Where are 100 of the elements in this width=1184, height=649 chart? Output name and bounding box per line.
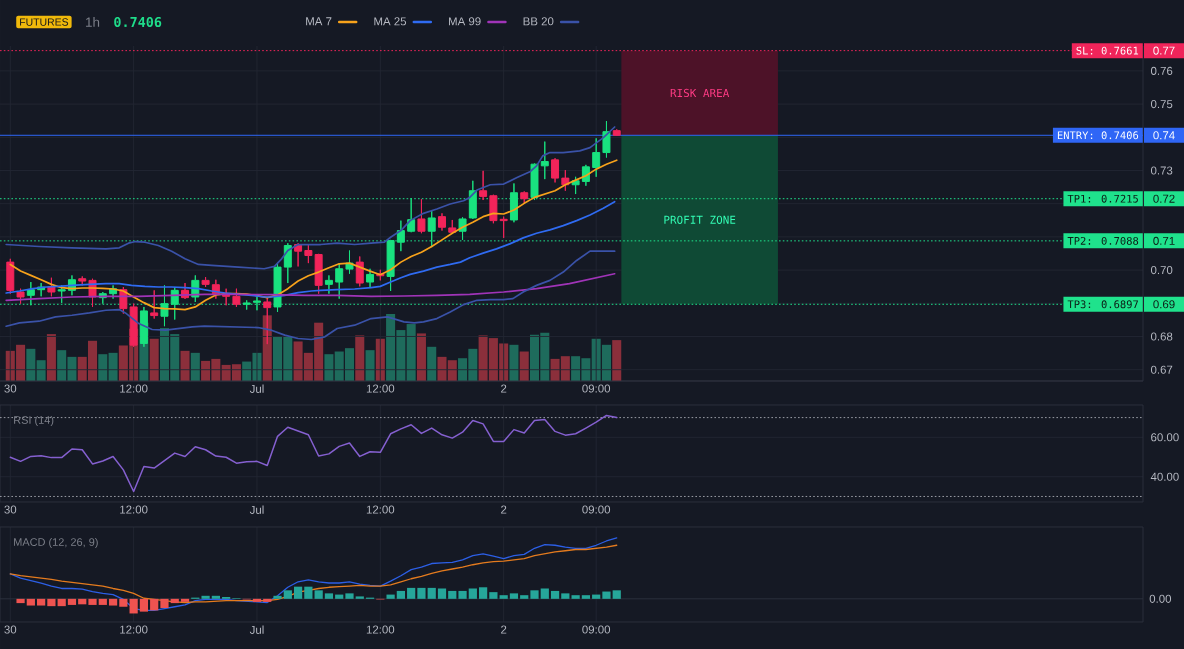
bar	[519, 351, 529, 381]
bar	[314, 590, 323, 599]
candlestick	[150, 289, 159, 320]
bar	[550, 590, 560, 599]
bar	[499, 595, 508, 599]
bar	[67, 598, 77, 605]
bar	[427, 346, 437, 381]
bar	[520, 595, 529, 599]
x-tick-label: 09:00	[582, 625, 611, 634]
ref-line-label: TP3: 0.6897	[1067, 300, 1138, 309]
x-tick-label: 12:00	[366, 625, 395, 634]
candlestick	[417, 198, 426, 234]
text: 1h	[86, 17, 100, 27]
ref-line-label: ENTRY: 0.7406	[1057, 131, 1139, 140]
candlestick	[520, 190, 529, 205]
candlestick	[222, 288, 231, 306]
bar	[489, 592, 498, 599]
candlestick	[479, 170, 488, 201]
candlestick	[16, 288, 25, 305]
bar	[98, 598, 107, 605]
bar	[612, 340, 622, 381]
candlestick	[283, 242, 292, 284]
candlestick	[201, 276, 210, 288]
ref-line-label: TP1: 0.7215	[1067, 194, 1138, 203]
candlestick	[355, 255, 364, 287]
bar	[448, 590, 457, 599]
bar	[26, 598, 35, 606]
bar	[386, 594, 395, 599]
x-tick-label: 30	[4, 505, 17, 514]
x-tick-label: 30	[4, 384, 17, 393]
bar	[345, 593, 354, 599]
candlestick	[252, 296, 261, 311]
bar	[304, 586, 313, 599]
band-label: RISK AREA	[670, 88, 730, 98]
bar	[180, 350, 190, 381]
bar	[365, 350, 375, 381]
legend-label: MA 99	[449, 17, 481, 26]
bar	[129, 598, 138, 614]
bar	[540, 588, 549, 599]
bar	[324, 354, 334, 381]
bar	[16, 598, 25, 604]
y-tick-label: 0.70	[1150, 266, 1173, 275]
candlestick	[26, 281, 35, 306]
y-tick-label: 0.68	[1150, 332, 1173, 341]
text: 0.00	[1149, 594, 1172, 603]
x-tick-label: 12:00	[120, 625, 148, 634]
text: RSI (14)	[14, 415, 54, 427]
candlestick	[540, 141, 549, 180]
x-tick-label: 12:00	[120, 505, 148, 514]
bar	[263, 598, 272, 602]
bar	[149, 338, 159, 381]
candlestick	[6, 258, 15, 295]
annotation: 0.74	[1153, 131, 1175, 140]
candlestick	[78, 275, 87, 286]
bar	[180, 598, 190, 602]
candlestick	[304, 244, 313, 264]
candlestick	[324, 274, 333, 295]
x-tick-label: 2	[501, 625, 507, 634]
chart-title: MACD (12, 26, 9)	[14, 537, 98, 549]
x-tick-label: 09:00	[582, 505, 611, 514]
candlestick	[509, 182, 518, 223]
candlestick	[489, 194, 498, 224]
candlestick	[427, 210, 436, 248]
candlestick	[438, 212, 446, 232]
x-tick-label: Jul	[249, 505, 264, 514]
bar	[458, 590, 467, 599]
text: 0.7406	[114, 16, 162, 28]
bar	[36, 360, 46, 381]
bar	[355, 596, 364, 599]
bar	[468, 588, 477, 599]
bar	[170, 598, 179, 604]
bar	[324, 593, 334, 599]
bar	[427, 587, 436, 599]
bar	[437, 588, 447, 599]
bar	[396, 590, 405, 599]
bar	[201, 595, 210, 599]
bar	[581, 595, 591, 599]
bar	[417, 587, 426, 599]
bar	[335, 594, 344, 599]
bar	[479, 587, 488, 599]
candlestick	[551, 157, 560, 183]
bar	[293, 586, 303, 599]
candlestick	[366, 268, 375, 289]
x-tick-label: 12:00	[366, 505, 395, 514]
annotation: 0.77	[1153, 46, 1175, 55]
bar	[37, 598, 46, 606]
x-tick-label: Jul	[249, 384, 264, 393]
bar	[108, 352, 118, 381]
bar	[571, 595, 580, 599]
ref-line-label: TP2: 0.7088	[1067, 236, 1139, 245]
text: FUTURES	[20, 18, 69, 26]
bar	[416, 333, 426, 381]
bar	[407, 587, 416, 599]
legend-label: BB 20	[523, 17, 554, 26]
bar	[88, 598, 97, 605]
bar	[46, 334, 56, 381]
bar	[160, 598, 169, 608]
candlestick	[448, 219, 457, 234]
bar	[57, 598, 66, 607]
bar	[26, 348, 36, 381]
